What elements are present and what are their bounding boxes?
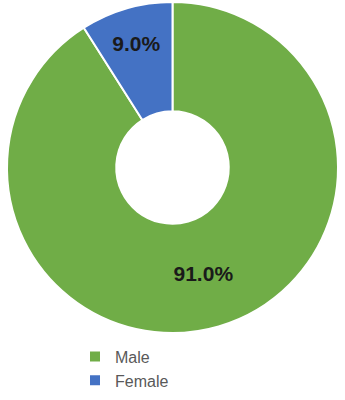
svg-text:91.0%: 91.0% bbox=[173, 262, 233, 285]
svg-text:9.0%: 9.0% bbox=[112, 32, 160, 55]
svg-text:Male: Male bbox=[115, 349, 150, 366]
svg-text:Female: Female bbox=[115, 373, 168, 390]
